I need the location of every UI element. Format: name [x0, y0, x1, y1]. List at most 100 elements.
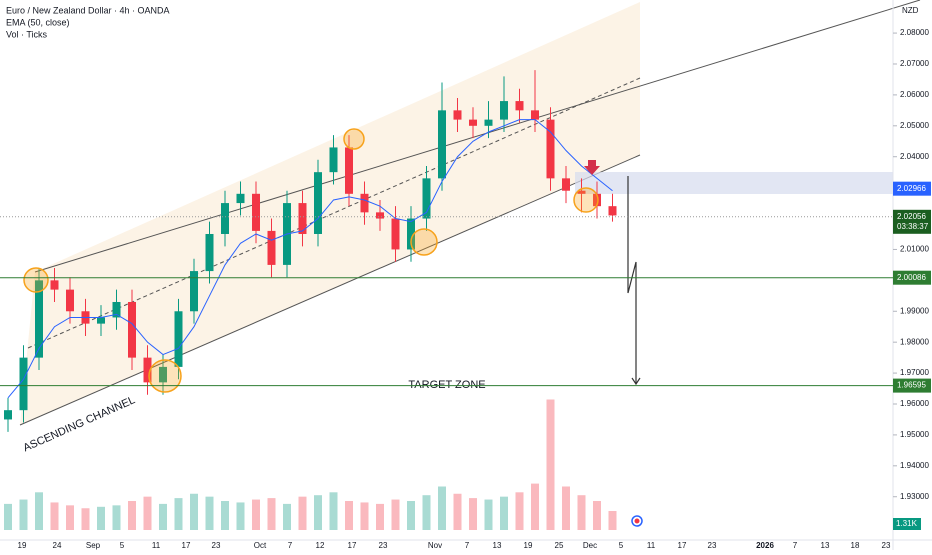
candle-body — [407, 218, 415, 250]
volume-bar — [81, 508, 90, 530]
x-tick-label: 11 — [152, 541, 161, 550]
level-label: 2.00086 — [897, 273, 926, 282]
current-price-tag — [893, 209, 931, 234]
volume-bar — [159, 503, 167, 530]
candle-body — [50, 280, 59, 290]
candle-body — [112, 301, 121, 318]
y-tick-label: 1.98000 — [900, 337, 929, 346]
x-tick-label: Sep — [86, 541, 101, 550]
y-tick-label: 1.94000 — [900, 461, 929, 470]
volume-bar — [469, 498, 477, 530]
x-tick-label: 23 — [882, 541, 891, 550]
volume-bar — [236, 502, 245, 530]
volume-bar — [360, 502, 369, 530]
volume-bar — [577, 495, 586, 530]
volume-bar — [298, 496, 307, 530]
target-zone-label: TARGET ZONE — [408, 379, 485, 391]
projection-arrowhead — [631, 377, 641, 386]
volume-bar — [190, 493, 198, 530]
highlight-circle — [573, 187, 599, 213]
candle-body — [376, 212, 384, 219]
volume-bar — [35, 492, 43, 530]
highlight-circle — [343, 128, 365, 150]
candle-body — [159, 366, 167, 383]
y-tick-label: 1.93000 — [900, 492, 929, 501]
volume-bar — [19, 499, 28, 530]
candle-body — [329, 147, 338, 173]
x-tick-label: 17 — [182, 541, 191, 550]
highlight-circle — [410, 228, 438, 256]
candle-body — [391, 218, 400, 250]
level-tag — [893, 378, 931, 393]
channel-lower — [19, 154, 641, 426]
x-tick-label: 17 — [348, 541, 357, 550]
candle-body — [469, 119, 477, 126]
candle-body — [453, 110, 462, 120]
candle-body — [577, 190, 586, 194]
y-tick-label: 1.95000 — [900, 430, 929, 439]
candle-body — [546, 119, 555, 179]
x-tick-label: 11 — [647, 541, 656, 550]
y-tick-label: 1.96000 — [900, 399, 929, 408]
volume-bar — [484, 499, 493, 530]
chart-title: Euro / New Zealand Dollar · 4h · OANDA — [6, 5, 170, 15]
resistance-zone — [575, 172, 893, 194]
x-tick-label: 5 — [120, 541, 125, 550]
candle-body — [66, 289, 74, 312]
x-tick-label: Nov — [428, 541, 442, 550]
indicator-label: Vol · Ticks — [6, 29, 48, 39]
x-tick-label: 23 — [708, 541, 717, 550]
volume-bar — [205, 496, 214, 530]
y-tick-label: 1.97000 — [900, 368, 929, 377]
candle-body — [19, 357, 28, 411]
zone-tag — [893, 181, 931, 196]
y-tick-label: 2.01000 — [900, 245, 929, 254]
candle-body — [484, 119, 493, 126]
candle-body — [174, 311, 183, 367]
candle-body — [221, 203, 229, 234]
volume-bar — [345, 501, 353, 530]
volume-bar — [515, 492, 524, 530]
candle-body — [345, 147, 353, 194]
volume-bar — [252, 499, 260, 530]
current-price-label: 2.02056 — [897, 212, 926, 221]
x-tick-label: 17 — [678, 541, 687, 550]
candle-body — [252, 193, 260, 231]
candle-body — [422, 178, 431, 219]
x-tick-label: 12 — [316, 541, 325, 550]
currency-label: NZD — [902, 6, 919, 15]
candle-body — [205, 233, 214, 272]
candle-body — [190, 271, 198, 312]
volume-bar — [546, 399, 555, 530]
x-tick-label: 23 — [379, 541, 388, 550]
down-arrow — [584, 160, 600, 175]
candle-body — [236, 193, 245, 204]
volume-bar — [314, 495, 322, 530]
volume-bar — [453, 493, 462, 530]
indicator-label: EMA (50, close) — [6, 17, 70, 27]
y-tick-label: 2.05000 — [900, 121, 929, 130]
volume-bar — [112, 505, 121, 530]
candle-body — [562, 178, 570, 191]
volume-bar — [391, 499, 400, 530]
volume-bar — [143, 496, 152, 530]
y-tick-label: 1.99000 — [900, 306, 929, 315]
x-tick-label: 2026 — [756, 541, 774, 550]
highlights — [23, 128, 599, 393]
volume-bar — [422, 495, 431, 530]
volume-bar — [562, 486, 570, 530]
candle-body — [35, 280, 43, 358]
x-tick-label: 24 — [53, 541, 62, 550]
volume-last-label: 1.31K — [896, 519, 918, 528]
volume-bar — [66, 505, 74, 530]
x-tick-label: 19 — [18, 541, 27, 550]
highlight-circle — [148, 359, 182, 393]
x-tick-label: 7 — [793, 541, 798, 550]
highlight-circle — [23, 267, 49, 293]
x-tick-label: Dec — [583, 541, 597, 550]
candle-body — [143, 357, 152, 383]
x-tick-label: 18 — [851, 541, 860, 550]
event-icon-dot — [634, 518, 640, 524]
